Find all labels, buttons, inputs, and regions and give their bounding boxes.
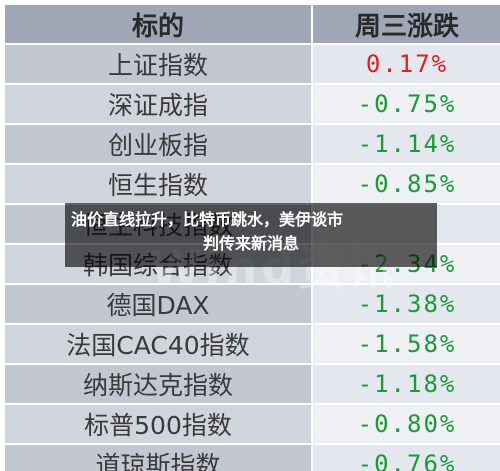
index-name: 恒生指数: [3, 163, 313, 205]
index-change: -1.18%: [311, 363, 500, 405]
index-change: -0.80%: [311, 403, 500, 445]
headline-partial-char: 市: [327, 212, 344, 229]
table-row: 纳斯达克指数 -1.18%: [3, 363, 500, 405]
index-name: 创业板指: [3, 123, 313, 165]
table-row: 深证成指 -0.75%: [3, 83, 500, 125]
table-row: 标普500指数 -0.80%: [3, 403, 500, 445]
table-header-row: 标的 周三涨跌: [3, 3, 500, 45]
news-headline-overlay[interactable]: 油价直线拉升，比特币跳水，美伊谈市 判传来新消息: [65, 203, 437, 267]
index-name: 纳斯达克指数: [3, 363, 313, 405]
table-row: 德国DAX -1.38%: [3, 283, 500, 325]
table-row: 恒生指数 -0.85%: [3, 163, 500, 205]
index-name: 道琼斯指数: [3, 443, 313, 471]
index-change: -0.76%: [311, 443, 500, 471]
header-name: 标的: [3, 3, 313, 45]
header-change: 周三涨跌: [311, 3, 500, 45]
index-change: -0.85%: [311, 163, 500, 205]
index-change: 0.17%: [311, 43, 500, 85]
index-change: -1.14%: [311, 123, 500, 165]
table-row: 法国CAC40指数 -1.58%: [3, 323, 500, 365]
table-row: 创业板指 -1.14%: [3, 123, 500, 165]
index-name: 深证成指: [3, 83, 313, 125]
headline-line-2: 判传来新消息: [202, 236, 299, 253]
index-name: 标普500指数: [3, 403, 313, 445]
index-name: 德国DAX: [3, 283, 313, 325]
headline-text-1: 油价直线拉升，比特币跳水，美伊谈: [71, 212, 328, 229]
index-change: -0.75%: [311, 83, 500, 125]
index-change: -1.38%: [311, 283, 500, 325]
headline-line-1: 油价直线拉升，比特币跳水，美伊谈市: [65, 209, 437, 233]
index-change: -1.58%: [311, 323, 500, 365]
table-row: 道琼斯指数 -0.76%: [3, 443, 500, 471]
index-name: 上证指数: [3, 43, 313, 85]
table-row: 上证指数 0.17%: [3, 43, 500, 85]
index-name: 法国CAC40指数: [3, 323, 313, 365]
